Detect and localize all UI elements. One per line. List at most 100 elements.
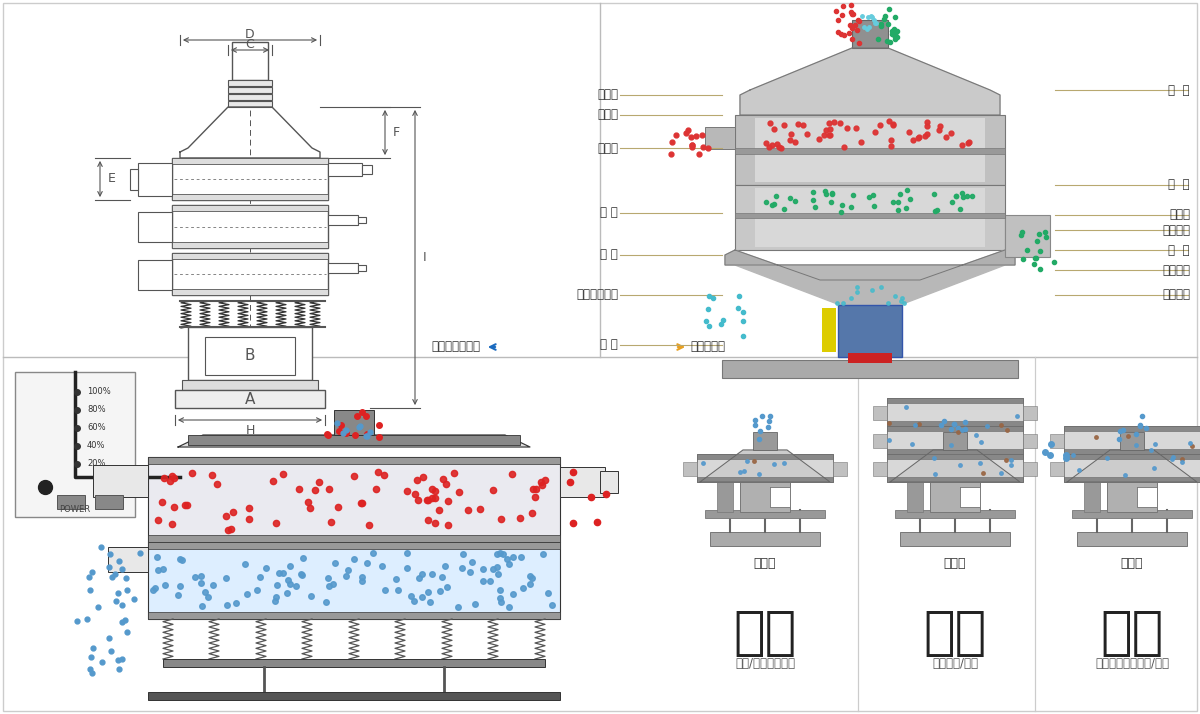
Polygon shape bbox=[725, 250, 1015, 280]
Bar bbox=[874, 462, 887, 476]
Bar bbox=[148, 535, 560, 542]
Bar bbox=[362, 165, 372, 174]
Text: 80%: 80% bbox=[88, 406, 106, 415]
Bar bbox=[770, 487, 790, 507]
Bar bbox=[1050, 434, 1064, 448]
Text: 过滤: 过滤 bbox=[923, 607, 986, 659]
Text: 进料口: 进料口 bbox=[598, 89, 618, 101]
Text: 出料口: 出料口 bbox=[598, 141, 618, 154]
Bar bbox=[1064, 477, 1200, 482]
Text: 上部重锤: 上部重锤 bbox=[1162, 223, 1190, 236]
Text: 单层式: 单层式 bbox=[754, 557, 776, 570]
Bar bbox=[734, 115, 1006, 185]
Bar bbox=[754, 432, 778, 450]
Bar bbox=[163, 659, 545, 667]
Bar bbox=[148, 457, 560, 464]
Bar bbox=[895, 510, 1015, 518]
Bar bbox=[172, 242, 328, 248]
Bar bbox=[108, 547, 148, 572]
Bar bbox=[683, 462, 697, 476]
Text: 分级: 分级 bbox=[733, 607, 797, 659]
Bar bbox=[943, 432, 967, 450]
Polygon shape bbox=[890, 450, 1020, 482]
Text: 40%: 40% bbox=[88, 441, 106, 451]
Bar bbox=[188, 435, 520, 445]
Bar bbox=[900, 532, 1010, 546]
Bar bbox=[182, 380, 318, 390]
Bar bbox=[706, 510, 826, 518]
Text: B: B bbox=[245, 348, 256, 363]
Bar bbox=[755, 118, 985, 182]
Bar bbox=[887, 449, 1022, 454]
Bar bbox=[148, 457, 560, 542]
Bar bbox=[14, 372, 134, 517]
Bar bbox=[95, 495, 124, 509]
Bar bbox=[1064, 454, 1200, 459]
Polygon shape bbox=[1067, 450, 1198, 482]
Bar bbox=[887, 426, 1022, 454]
Bar bbox=[358, 265, 366, 271]
Bar bbox=[172, 253, 328, 259]
Text: 外形尺寸示意图: 外形尺寸示意图 bbox=[431, 341, 480, 353]
Bar bbox=[334, 410, 374, 435]
Bar bbox=[706, 127, 734, 149]
Bar bbox=[740, 482, 790, 512]
Text: A: A bbox=[245, 391, 256, 406]
Bar bbox=[1050, 462, 1064, 476]
Bar bbox=[1084, 482, 1100, 512]
Bar bbox=[138, 163, 172, 196]
Bar bbox=[1006, 215, 1050, 257]
Bar bbox=[887, 421, 1022, 426]
Bar bbox=[228, 80, 272, 86]
Bar bbox=[600, 471, 618, 493]
Text: H: H bbox=[245, 423, 254, 436]
Bar bbox=[188, 327, 312, 380]
Text: I: I bbox=[424, 251, 427, 264]
Bar bbox=[874, 434, 887, 448]
Bar bbox=[560, 467, 605, 497]
Bar bbox=[697, 454, 833, 482]
Text: 网  架: 网 架 bbox=[1169, 178, 1190, 191]
Polygon shape bbox=[740, 48, 1000, 115]
Bar bbox=[755, 188, 985, 247]
Text: 下部重锤: 下部重锤 bbox=[1162, 288, 1190, 301]
Bar bbox=[228, 101, 272, 107]
Bar bbox=[822, 308, 836, 352]
Text: 20%: 20% bbox=[88, 460, 106, 468]
Text: 100%: 100% bbox=[88, 388, 110, 396]
Bar bbox=[848, 353, 892, 363]
Text: POWER: POWER bbox=[60, 505, 90, 514]
Bar bbox=[697, 454, 833, 459]
Bar bbox=[1064, 426, 1200, 454]
Bar bbox=[833, 462, 847, 476]
Bar bbox=[175, 390, 325, 408]
Bar bbox=[228, 94, 272, 100]
Bar bbox=[734, 148, 1006, 154]
Bar bbox=[148, 692, 560, 700]
Bar bbox=[130, 169, 138, 190]
Bar bbox=[328, 263, 358, 273]
Text: 防尘盖: 防尘盖 bbox=[598, 109, 618, 121]
Text: 机 座: 机 座 bbox=[600, 338, 618, 351]
Bar bbox=[1064, 449, 1200, 454]
Text: 双层式: 双层式 bbox=[1121, 557, 1144, 570]
Polygon shape bbox=[734, 265, 1006, 305]
Bar bbox=[148, 542, 560, 619]
Bar bbox=[94, 465, 148, 497]
Text: C: C bbox=[246, 38, 254, 51]
Bar bbox=[148, 612, 560, 619]
Bar bbox=[697, 477, 833, 482]
Bar bbox=[172, 158, 328, 200]
Text: 运输固定螺栓: 运输固定螺栓 bbox=[576, 288, 618, 301]
Bar bbox=[1064, 454, 1200, 482]
Bar bbox=[138, 212, 172, 242]
Bar bbox=[907, 482, 923, 512]
Bar bbox=[887, 454, 1022, 482]
Bar bbox=[734, 185, 1006, 250]
Bar bbox=[1064, 426, 1200, 431]
Text: 加重块: 加重块 bbox=[1169, 208, 1190, 221]
Bar bbox=[874, 406, 887, 420]
Text: 三层式: 三层式 bbox=[943, 557, 966, 570]
Bar bbox=[887, 477, 1022, 482]
Bar bbox=[228, 87, 272, 93]
